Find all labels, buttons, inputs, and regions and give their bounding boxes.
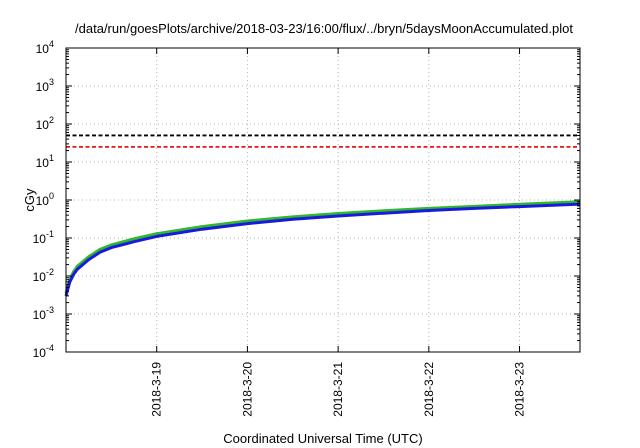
y-tick-label: 103	[36, 77, 54, 94]
series-line	[64, 202, 581, 297]
y-tick-label: 102	[36, 115, 54, 132]
y-tick-label: 100	[36, 191, 54, 208]
x-axis: 2018-3-19 2018-3-20 2018-3-21 2018-3-22 2018…	[150, 48, 527, 417]
x-axis-label: Coordinated Universal Time (UTC)	[223, 431, 422, 446]
reference-lines	[66, 134, 580, 148]
y-axis-label: cGy	[22, 188, 37, 212]
y-axis: 10-4 10-3 10-2 10-1 100 101 102 103 104	[33, 39, 580, 360]
y-tick-label: 10-2	[33, 267, 54, 284]
y-tick-label: 10-1	[33, 229, 54, 246]
grid	[66, 48, 580, 352]
x-tick-label: 2018-3-20	[240, 362, 254, 417]
y-tick-label: 10-4	[33, 343, 54, 360]
series-group	[64, 200, 581, 297]
x-tick-label: 2018-3-19	[150, 362, 164, 417]
x-tick-label: 2018-3-22	[422, 362, 436, 417]
chart-title: /data/run/goesPlots/archive/2018-03-23/1…	[75, 21, 573, 36]
y-tick-label: 104	[36, 39, 54, 56]
x-tick-label: 2018-3-23	[513, 362, 527, 417]
y-tick-label: 10-3	[33, 305, 54, 322]
x-tick-label: 2018-3-21	[331, 362, 345, 417]
series-line	[64, 200, 581, 294]
y-tick-label: 101	[36, 153, 54, 170]
